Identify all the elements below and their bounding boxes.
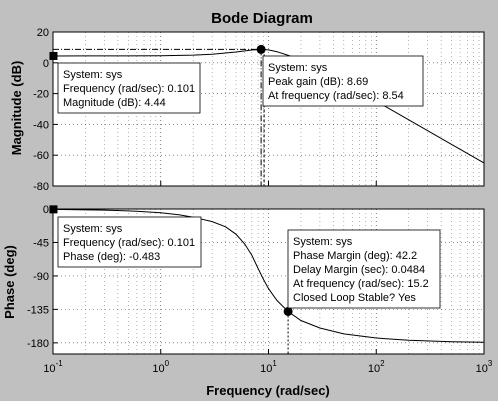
xtick-label: 10-1 (43, 359, 63, 375)
chart-title: Bode Diagram (211, 10, 313, 27)
magnitude-ytick-label: -20 (33, 89, 49, 101)
magnitude-ytick-label: 20 (37, 27, 49, 39)
magnitude-ytick-label: -40 (33, 119, 49, 131)
magnitude-datatip-line: System: sys (63, 69, 123, 81)
phase-datatip-line: Phase (deg): -0.483 (63, 251, 160, 263)
phase-ytick-label: -180 (27, 338, 49, 350)
phase-axis-label: Phase (deg) (2, 245, 17, 319)
magnitude-plot: 20 0 -20 -40 -60 -80 System: sys Frequency (rad… (33, 27, 485, 193)
magnitude-datatip-line: Peak gain (dB): 8.69 (268, 76, 368, 88)
magnitude-datatip-marker (256, 44, 266, 54)
phase-datatip-line: Closed Loop Stable? Yes (293, 292, 416, 304)
phase-datatip-line: Delay Margin (sec): 0.0484 (293, 264, 425, 276)
magnitude-ytick-label: 0 (43, 58, 49, 70)
xtick-label: 100 (152, 359, 169, 375)
xtick-label: 103 (476, 359, 493, 375)
frequency-axis-label: Frequency (rad/sec) (206, 383, 330, 398)
phase-ytick-label: 0 (43, 204, 49, 216)
phase-datatip-marker (283, 306, 293, 316)
phase-ytick-label: -135 (27, 304, 49, 316)
magnitude-datatip-line: Frequency (rad/sec): 0.101 (63, 83, 195, 95)
magnitude-datatip-line: At frequency (rad/sec): 8.54 (268, 90, 404, 102)
xtick-label: 101 (260, 359, 277, 375)
phase-datatip-box (57, 216, 202, 268)
phase-frame (52, 208, 485, 355)
phase-datatip-box (287, 229, 441, 309)
phase-datatip-line: System: sys (293, 236, 353, 248)
magnitude-datatip-box (262, 55, 424, 107)
magnitude-ytick-label: -60 (33, 150, 49, 162)
phase-datatip-line: Phase Margin (deg): 42.2 (293, 250, 417, 262)
xtick-label: 102 (368, 359, 385, 375)
magnitude-frame (52, 31, 485, 187)
magnitude-datatip-line: Magnitude (dB): 4.44 (63, 97, 166, 109)
phase-datatip-line: At frequency (rad/sec): 15.2 (293, 278, 429, 290)
magnitude-axis-label: Magnitude (dB) (9, 61, 24, 156)
phase-response-line (52, 208, 485, 343)
magnitude-datatip-line: System: sys (268, 62, 328, 74)
magnitude-ytick-label: -80 (33, 181, 49, 193)
magnitude-datatip-box (57, 62, 201, 114)
phase-datatip-line: Frequency (rad/sec): 0.101 (63, 237, 195, 249)
phase-ytick-label: -45 (33, 237, 49, 249)
phase-ytick-label: -90 (33, 271, 49, 283)
phase-plot: 0 -45 -90 -135 -180 10-1 100 101 102 103 System: s… (27, 204, 493, 375)
phase-datatip-line: System: sys (63, 223, 123, 235)
